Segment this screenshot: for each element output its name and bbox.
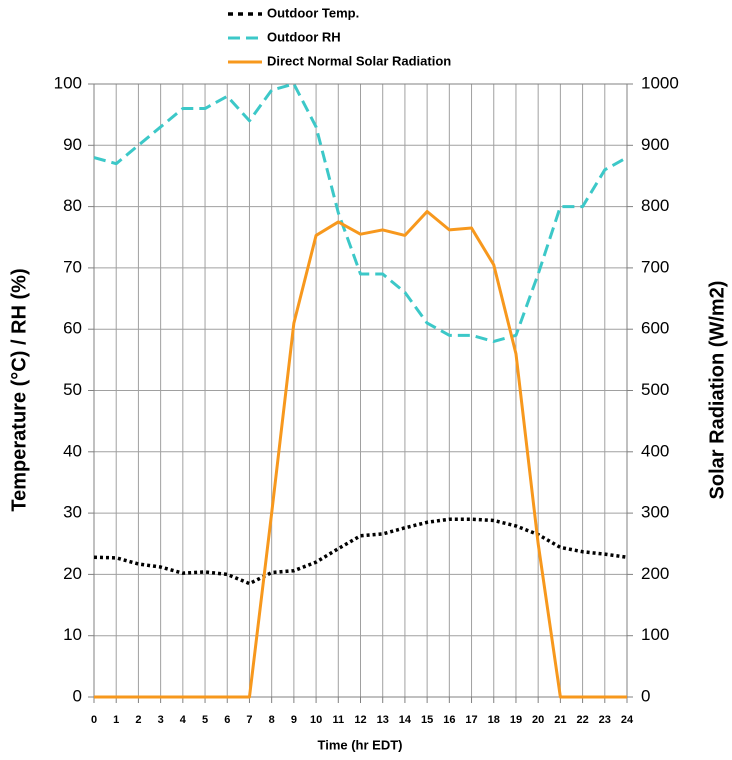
- y-tick-label: 20: [63, 564, 82, 583]
- x-tick-label: 3: [158, 714, 164, 726]
- y2-tick-label: 800: [641, 196, 669, 215]
- x-tick-label: 8: [269, 714, 275, 726]
- legend-label: Outdoor Temp.: [267, 5, 359, 20]
- x-tick-label: 13: [377, 714, 389, 726]
- legend-label: Direct Normal Solar Radiation: [267, 53, 451, 68]
- y2-axis-label: Solar Radiation (W/m2): [706, 281, 728, 500]
- x-tick-label: 15: [421, 714, 433, 726]
- y2-tick-label: 900: [641, 135, 669, 154]
- y2-tick-label: 300: [641, 503, 669, 522]
- y2-tick-label: 500: [641, 380, 669, 399]
- x-tick-label: 16: [443, 714, 455, 726]
- x-tick-label: 11: [332, 714, 344, 726]
- x-tick-label: 4: [180, 714, 187, 726]
- y-tick-label: 0: [73, 686, 82, 705]
- x-tick-label: 24: [621, 714, 634, 726]
- x-tick-label: 19: [510, 714, 522, 726]
- x-tick-label: 22: [576, 714, 588, 726]
- x-tick-label: 6: [224, 714, 230, 726]
- y-tick-label: 70: [63, 257, 82, 276]
- y2-tick-label: 400: [641, 441, 669, 460]
- x-tick-label: 7: [246, 714, 252, 726]
- y2-tick-label: 1000: [641, 73, 679, 92]
- y-tick-label: 90: [63, 135, 82, 154]
- x-tick-label: 12: [354, 714, 366, 726]
- y-tick-label: 50: [63, 380, 82, 399]
- x-axis-label: Time (hr EDT): [318, 737, 403, 752]
- data-line: [93, 82, 628, 343]
- y-tick-label: 80: [63, 196, 82, 215]
- y-tick-label: 30: [63, 503, 82, 522]
- x-tick-label: 1: [113, 714, 119, 726]
- y-axis-label: Temperature (°C) / RH (%): [8, 268, 30, 511]
- y-tick-label: 60: [63, 319, 82, 338]
- y2-tick-label: 100: [641, 625, 669, 644]
- x-tick-label: 5: [202, 714, 208, 726]
- plot-frame: [93, 83, 628, 698]
- y-tick-label: 10: [63, 625, 82, 644]
- x-tick-label: 20: [532, 714, 544, 726]
- x-tick-label: 9: [291, 714, 297, 726]
- x-tick-label: 17: [465, 714, 477, 726]
- y2-tick-label: 200: [641, 564, 669, 583]
- y2-tick-label: 600: [641, 319, 669, 338]
- legend-label: Outdoor RH: [267, 29, 341, 44]
- x-tick-label: 23: [599, 714, 611, 726]
- x-tick-label: 18: [488, 714, 500, 726]
- x-tick-label: 0: [91, 714, 97, 726]
- y2-tick-label: 0: [641, 686, 650, 705]
- x-tick-label: 14: [399, 714, 412, 726]
- data-line: [94, 210, 627, 699]
- y-tick-label: 100: [54, 73, 82, 92]
- y-tick-label: 40: [63, 441, 82, 460]
- x-tick-label: 21: [554, 714, 566, 726]
- x-tick-label: 10: [310, 714, 322, 726]
- x-tick-label: 2: [135, 714, 141, 726]
- y2-tick-label: 700: [641, 257, 669, 276]
